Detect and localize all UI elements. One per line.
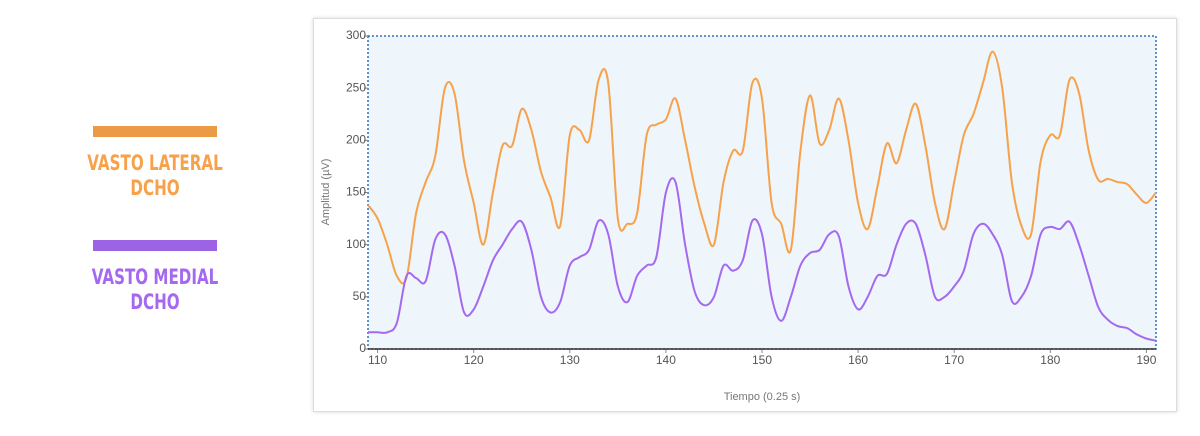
chart-card: Amplitud (µV) Tiempo (0.25 s) 0 50 100 150 2… bbox=[313, 18, 1177, 412]
legend-label: VASTO MEDIAL DCHO bbox=[91, 265, 219, 314]
x-tick-label: 180 bbox=[1040, 353, 1060, 367]
y-tick-label: 200 bbox=[346, 133, 366, 147]
x-tick-label: 110 bbox=[368, 353, 387, 367]
x-tick-label: 190 bbox=[1136, 353, 1156, 367]
chart: Amplitud (µV) Tiempo (0.25 s) 0 50 100 150 2… bbox=[320, 28, 1157, 403]
x-tick-label: 170 bbox=[944, 353, 964, 367]
x-tick-label: 150 bbox=[752, 353, 772, 367]
y-tick-label: 50 bbox=[353, 289, 367, 303]
y-tick-label: 0 bbox=[359, 341, 366, 355]
y-tick-label: 250 bbox=[346, 80, 366, 94]
x-tick-label: 130 bbox=[560, 353, 580, 367]
plot-area bbox=[367, 35, 1157, 350]
series-line bbox=[368, 177, 1157, 342]
legend-item: VASTO MEDIAL DCHO bbox=[70, 240, 240, 315]
legend-item: VASTO LATERAL DCHO bbox=[70, 126, 240, 201]
legend-swatch bbox=[93, 126, 217, 137]
x-tick-label: 120 bbox=[464, 353, 484, 367]
series-line bbox=[367, 50, 1157, 285]
y-tick-label: 100 bbox=[346, 237, 366, 251]
x-tick-label: 160 bbox=[848, 353, 868, 367]
y-tick-label: 300 bbox=[346, 28, 366, 42]
legend-label: VASTO LATERAL DCHO bbox=[87, 151, 223, 200]
x-axis-label: Tiempo (0.25 s) bbox=[724, 391, 801, 403]
y-axis-label: Amplitud (µV) bbox=[320, 159, 332, 226]
legend-swatch bbox=[93, 240, 217, 251]
y-tick-label: 150 bbox=[346, 185, 366, 199]
x-tick-label: 140 bbox=[656, 353, 676, 367]
